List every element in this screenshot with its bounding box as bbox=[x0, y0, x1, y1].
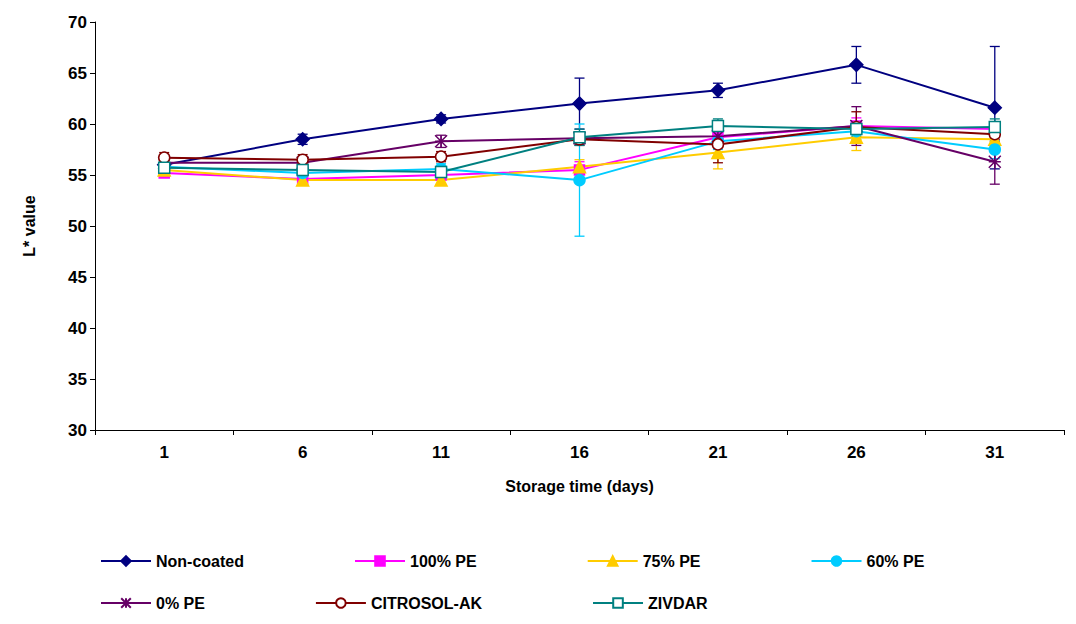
svg-text:16: 16 bbox=[570, 443, 589, 462]
svg-text:65: 65 bbox=[68, 64, 87, 83]
svg-text:0% PE: 0% PE bbox=[156, 595, 205, 612]
svg-text:31: 31 bbox=[985, 443, 1004, 462]
svg-text:6: 6 bbox=[298, 443, 307, 462]
svg-text:60% PE: 60% PE bbox=[867, 553, 925, 570]
svg-text:60: 60 bbox=[68, 115, 87, 134]
svg-text:Storage time (days): Storage time (days) bbox=[505, 478, 653, 495]
svg-text:21: 21 bbox=[708, 443, 727, 462]
svg-text:100% PE: 100% PE bbox=[410, 553, 477, 570]
svg-text:26: 26 bbox=[847, 443, 866, 462]
svg-text:55: 55 bbox=[68, 166, 87, 185]
svg-text:30: 30 bbox=[68, 421, 87, 440]
svg-text:35: 35 bbox=[68, 370, 87, 389]
svg-text:ZIVDAR: ZIVDAR bbox=[648, 595, 708, 612]
svg-text:40: 40 bbox=[68, 319, 87, 338]
svg-text:Non-coated: Non-coated bbox=[156, 553, 244, 570]
svg-text:CITROSOL-AK: CITROSOL-AK bbox=[371, 595, 483, 612]
svg-text:1: 1 bbox=[159, 443, 168, 462]
svg-text:L* value: L* value bbox=[21, 195, 38, 256]
svg-text:70: 70 bbox=[68, 13, 87, 32]
svg-text:45: 45 bbox=[68, 268, 87, 287]
svg-text:75% PE: 75% PE bbox=[643, 553, 701, 570]
svg-text:11: 11 bbox=[432, 443, 450, 462]
svg-text:50: 50 bbox=[68, 217, 87, 236]
